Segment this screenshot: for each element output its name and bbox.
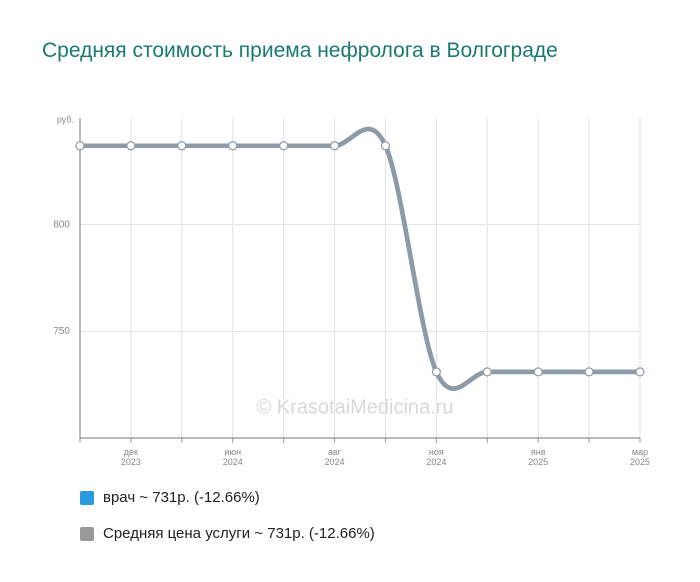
point (329, 141, 340, 151)
y-tick-label: 800 (53, 219, 70, 230)
chart-title: Средняя стоимость приема нефролога в Вол… (42, 39, 558, 62)
point (279, 141, 289, 151)
watermark: © KrasotaiMedicina.ru (256, 396, 453, 418)
point (533, 367, 543, 377)
legend-swatch (80, 490, 94, 505)
y-tick-label: 750 (53, 326, 70, 337)
legend-label: Средняя цена услуги ~ 731р. (-12.66%) (103, 525, 375, 542)
point (126, 141, 136, 151)
legend-label: врач ~ 731р. (-12.66%) (103, 489, 260, 506)
x-tick-label: дек 2023 (120, 447, 141, 467)
y-axis-label: руб. (57, 114, 74, 124)
legend-entry: Средняя цена услуги ~ 731р. (-12.66%) (80, 525, 375, 542)
x-tick-label: авг 2024 (324, 447, 345, 467)
x-tick-label: янв 2025 (528, 447, 549, 467)
point (584, 367, 594, 377)
point (177, 141, 187, 151)
line (79, 126, 640, 391)
x-tick-label: ноя 2024 (426, 447, 447, 467)
legend-entry: врач ~ 731р. (-12.66%) (80, 489, 260, 506)
x-tick-label: мар 2025 (629, 447, 651, 467)
point (431, 367, 441, 377)
legend-swatch (80, 526, 94, 541)
point (482, 367, 492, 377)
point (75, 141, 85, 151)
point (635, 367, 645, 377)
point (380, 141, 391, 151)
x-tick-label: июн 2024 (222, 447, 243, 467)
point (228, 141, 238, 151)
line (79, 126, 640, 391)
